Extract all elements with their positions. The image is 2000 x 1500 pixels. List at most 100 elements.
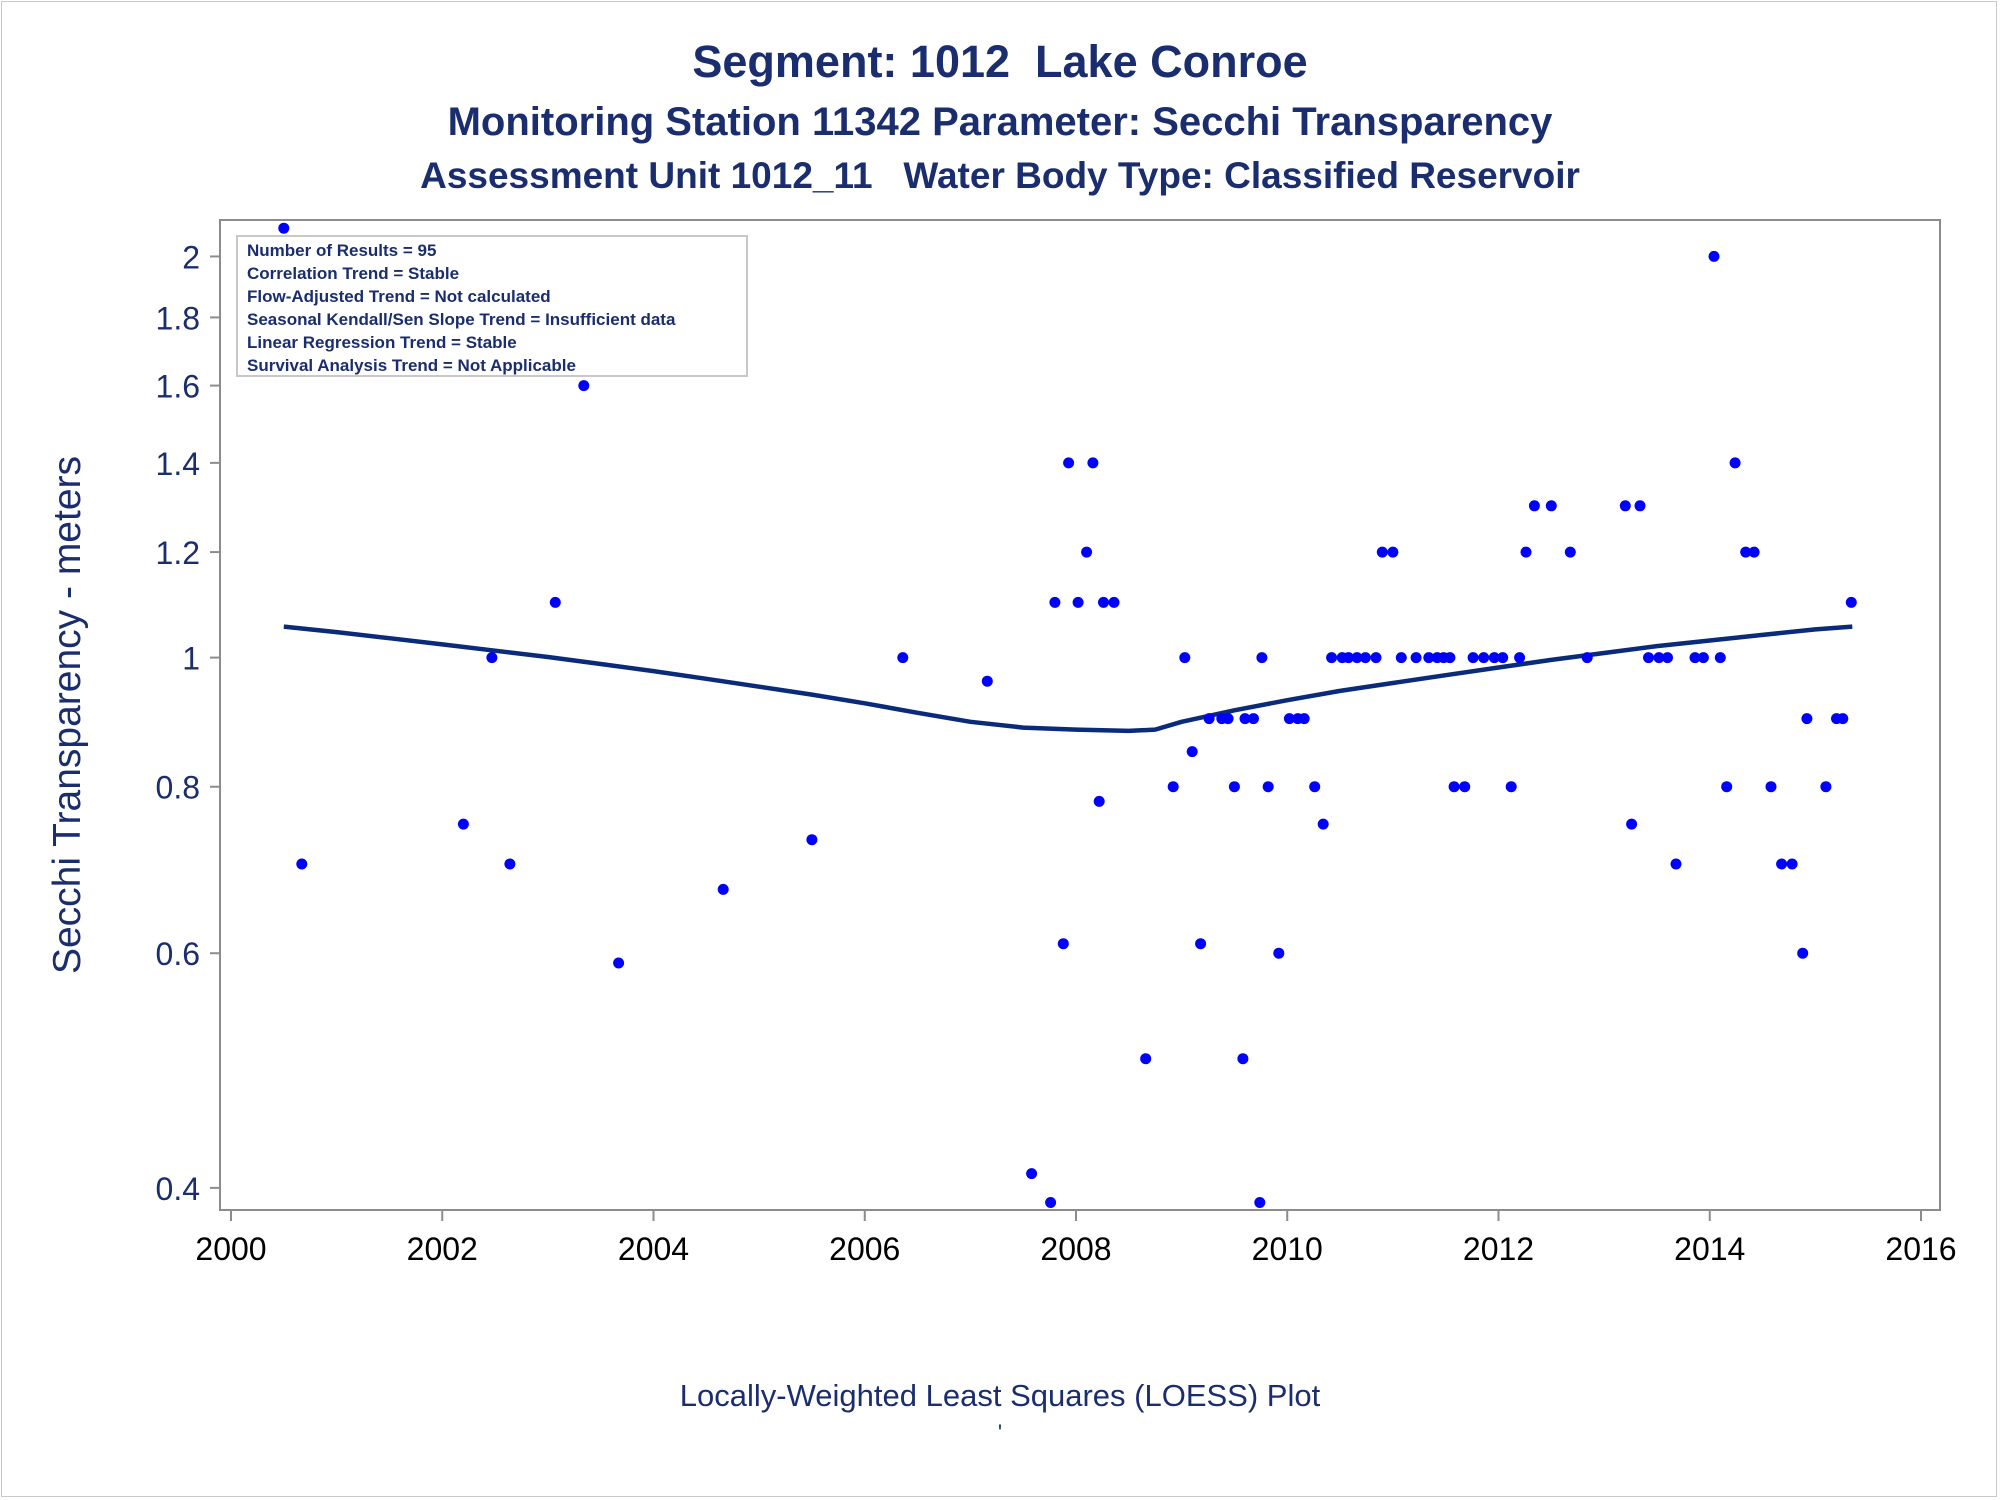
data-point [897,652,909,664]
data-point [1776,858,1788,870]
data-point [1248,713,1259,725]
chart-subtitle: Monitoring Station 11342 Parameter: Secc… [447,100,1553,144]
x-tick-label: 2004 [618,1231,689,1267]
data-point [578,380,590,392]
data-point [1098,596,1109,608]
data-point [1359,652,1371,664]
data-point [486,652,498,664]
y-axis: 0.4 0.6 0.8 1 1.2 1.4 1.6 1.8 2 [156,239,220,1207]
loess-line [283,624,1853,734]
data-point [1643,652,1654,664]
data-point [1093,795,1105,807]
data-point [1108,596,1120,608]
data-point [1448,781,1460,793]
data-point [1626,818,1638,830]
data-point [1729,457,1741,469]
data-point [1459,781,1471,793]
data-point [613,957,625,969]
data-point [1283,713,1295,725]
plot-footnote: Locally-Weighted Least Squares (LOESS) P… [679,1378,1321,1413]
plot-area [219,219,1941,1211]
x-axis: 2000 2002 2004 2006 2008 2010 2012 2014 2016 [195,1210,1957,1267]
data-point [278,222,290,234]
data-point [1786,858,1798,870]
data-point [1697,652,1709,664]
data-point [1026,1168,1038,1180]
data-point [806,834,818,846]
data-point [1740,546,1752,558]
data-point [1254,1197,1266,1208]
info-line-correlation: Correlation Trend = Stable [247,264,459,283]
y-axis-label: Secchi Transparency - meters [46,456,89,974]
data-point [1444,652,1456,664]
data-point [1488,652,1500,664]
y-tick-label: 1.8 [156,300,200,336]
info-line-survival: Survival Analysis Trend = Not Applicable [247,356,576,375]
y-tick-label: 2 [182,239,200,275]
info-line-seasonal-kendall: Seasonal Kendall/Sen Slope Trend = Insuf… [247,310,676,329]
data-point [1478,652,1490,664]
data-point [1520,546,1532,558]
data-point [1273,947,1285,959]
data-point [1721,781,1733,793]
info-line-flow-adjusted: Flow-Adjusted Trend = Not calculated [247,287,551,306]
y-tick-label: 0.6 [156,936,200,972]
x-tick-label: 2000 [195,1231,266,1267]
trend-info-box: Number of Results = 95 Correlation Trend… [236,235,748,377]
data-point [1765,781,1777,793]
x-tick-label: 2006 [829,1231,900,1267]
data-point [1528,500,1540,512]
data-point [1545,500,1557,512]
data-point [1167,781,1179,793]
data-point [1063,457,1075,469]
data-point [1845,596,1857,608]
data-point [981,675,993,687]
data-point [457,818,469,830]
x-tick-label: 2008 [1040,1231,1111,1267]
data-point [1410,652,1422,664]
data-point [1222,713,1234,725]
data-point [1045,1197,1057,1208]
y-tick-label: 1.6 [156,369,200,405]
data-point [1708,250,1720,262]
info-box-border [236,235,748,377]
data-point [296,858,308,870]
loess-curve-layer [283,624,1853,734]
data-point [1837,713,1849,725]
data-point [1467,652,1479,664]
y-tick-label: 1.2 [156,535,200,571]
data-point [1237,1053,1249,1065]
info-line-results: Number of Results = 95 [247,241,436,260]
data-point [1195,938,1207,950]
data-point [1564,546,1576,558]
info-line-linear-regression: Linear Regression Trend = Stable [247,333,517,352]
data-point [1387,546,1399,558]
data-point [1497,652,1509,664]
x-tick-label: 2002 [407,1231,478,1267]
x-tick-label: 2014 [1674,1231,1745,1267]
data-point [1514,652,1526,664]
data-point [1714,652,1726,664]
data-point [1081,546,1093,558]
data-point [1203,713,1215,725]
y-tick-label: 1.4 [156,446,200,482]
y-tick-label: 0.8 [156,770,200,806]
data-point [1256,652,1268,664]
data-point [1057,938,1069,950]
data-point [1186,746,1198,758]
data-point [1309,781,1321,793]
data-point [1505,781,1517,793]
data-points-layer [278,222,1857,1208]
data-point [1262,781,1274,793]
data-point [1634,500,1646,512]
data-point [1087,457,1099,469]
data-point [1049,596,1061,608]
data-point [1179,652,1191,664]
data-point [1670,858,1682,870]
data-point [1072,596,1084,608]
x-tick-label: 2012 [1463,1231,1534,1267]
data-point [1140,1053,1152,1065]
chart-subtitle-2: Assessment Unit 1012_11 Water Body Type:… [420,155,1580,196]
